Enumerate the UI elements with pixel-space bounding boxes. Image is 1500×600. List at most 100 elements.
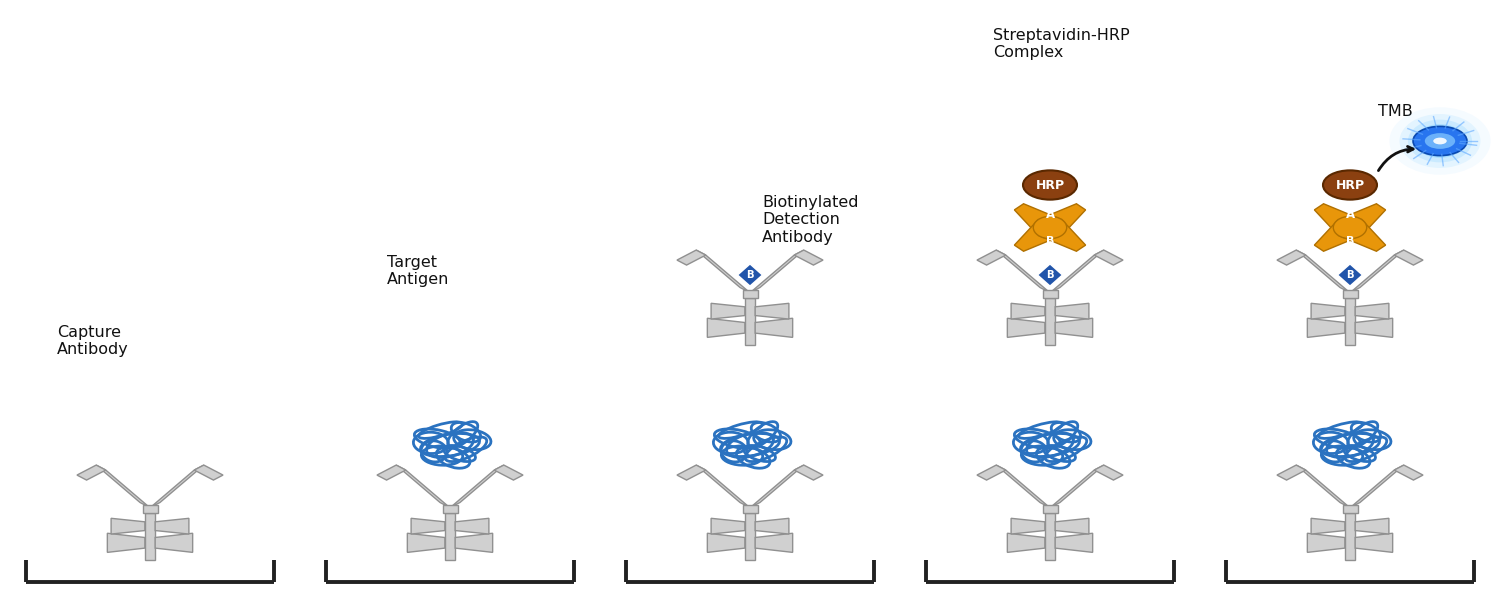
Polygon shape bbox=[450, 465, 504, 508]
Polygon shape bbox=[454, 533, 492, 553]
Text: Target
Antigen: Target Antigen bbox=[387, 255, 450, 287]
Text: B: B bbox=[1347, 270, 1353, 280]
Polygon shape bbox=[754, 533, 792, 553]
Polygon shape bbox=[1050, 250, 1104, 293]
Polygon shape bbox=[708, 318, 746, 337]
Polygon shape bbox=[494, 465, 524, 480]
Polygon shape bbox=[1276, 465, 1306, 480]
Polygon shape bbox=[1014, 220, 1062, 251]
Polygon shape bbox=[996, 465, 1050, 508]
Polygon shape bbox=[1046, 298, 1054, 345]
Polygon shape bbox=[696, 465, 750, 508]
Polygon shape bbox=[1346, 298, 1354, 345]
Polygon shape bbox=[76, 465, 106, 480]
Polygon shape bbox=[754, 518, 789, 534]
Polygon shape bbox=[1011, 518, 1046, 534]
Polygon shape bbox=[1346, 512, 1354, 560]
Polygon shape bbox=[1338, 220, 1386, 251]
Polygon shape bbox=[1308, 533, 1346, 553]
Polygon shape bbox=[408, 533, 446, 553]
Text: Biotinylated
Detection
Antibody: Biotinylated Detection Antibody bbox=[762, 195, 858, 245]
Text: B: B bbox=[1346, 236, 1354, 246]
Polygon shape bbox=[742, 505, 758, 512]
Polygon shape bbox=[1354, 304, 1389, 319]
Ellipse shape bbox=[1323, 170, 1377, 200]
Polygon shape bbox=[376, 465, 406, 480]
Polygon shape bbox=[1054, 318, 1092, 337]
Ellipse shape bbox=[1425, 133, 1455, 149]
Polygon shape bbox=[411, 518, 446, 534]
Text: B: B bbox=[1047, 270, 1053, 280]
Polygon shape bbox=[1350, 250, 1404, 293]
Polygon shape bbox=[1342, 290, 1358, 298]
Polygon shape bbox=[1314, 220, 1362, 251]
Polygon shape bbox=[750, 465, 804, 508]
Polygon shape bbox=[1311, 518, 1346, 534]
Polygon shape bbox=[1054, 518, 1089, 534]
Polygon shape bbox=[711, 304, 746, 319]
Polygon shape bbox=[976, 465, 1006, 480]
Text: A: A bbox=[1046, 208, 1054, 221]
Polygon shape bbox=[1094, 250, 1124, 265]
Polygon shape bbox=[1046, 512, 1054, 560]
Text: B: B bbox=[747, 270, 753, 280]
Polygon shape bbox=[1296, 250, 1350, 293]
Polygon shape bbox=[742, 290, 758, 298]
Polygon shape bbox=[154, 518, 189, 534]
Polygon shape bbox=[146, 512, 154, 560]
Circle shape bbox=[1400, 114, 1480, 168]
Polygon shape bbox=[1354, 533, 1392, 553]
Text: A: A bbox=[1346, 208, 1354, 221]
Text: TMB: TMB bbox=[1377, 104, 1413, 119]
Polygon shape bbox=[1008, 318, 1046, 337]
Polygon shape bbox=[1038, 204, 1086, 235]
Polygon shape bbox=[738, 264, 762, 286]
Polygon shape bbox=[1054, 304, 1089, 319]
Polygon shape bbox=[1308, 318, 1346, 337]
Polygon shape bbox=[750, 250, 804, 293]
Text: Streptavidin-HRP
Complex: Streptavidin-HRP Complex bbox=[993, 28, 1130, 61]
Polygon shape bbox=[1014, 204, 1062, 235]
Polygon shape bbox=[1354, 318, 1392, 337]
Circle shape bbox=[1334, 217, 1366, 239]
Text: HRP: HRP bbox=[1335, 179, 1365, 191]
Polygon shape bbox=[1011, 304, 1046, 319]
Polygon shape bbox=[446, 512, 454, 560]
Polygon shape bbox=[142, 505, 158, 512]
Polygon shape bbox=[1354, 518, 1389, 534]
Polygon shape bbox=[1038, 264, 1062, 286]
Polygon shape bbox=[794, 465, 824, 480]
Text: B: B bbox=[1046, 236, 1054, 246]
Polygon shape bbox=[1276, 250, 1306, 265]
Polygon shape bbox=[708, 533, 746, 553]
Polygon shape bbox=[746, 298, 754, 345]
Ellipse shape bbox=[1434, 137, 1446, 145]
Polygon shape bbox=[696, 250, 750, 293]
Ellipse shape bbox=[1413, 127, 1467, 155]
Polygon shape bbox=[454, 518, 489, 534]
Polygon shape bbox=[1314, 204, 1362, 235]
Polygon shape bbox=[1342, 505, 1358, 512]
Polygon shape bbox=[976, 250, 1006, 265]
Polygon shape bbox=[1338, 204, 1386, 235]
Polygon shape bbox=[1008, 533, 1046, 553]
Polygon shape bbox=[1042, 290, 1058, 298]
Polygon shape bbox=[150, 465, 204, 508]
Polygon shape bbox=[794, 250, 824, 265]
Polygon shape bbox=[996, 250, 1050, 293]
Polygon shape bbox=[1054, 533, 1092, 553]
Polygon shape bbox=[1311, 304, 1346, 319]
Polygon shape bbox=[1296, 465, 1350, 508]
Circle shape bbox=[1389, 107, 1491, 175]
Polygon shape bbox=[1042, 505, 1058, 512]
Polygon shape bbox=[676, 250, 706, 265]
Polygon shape bbox=[1050, 465, 1104, 508]
Circle shape bbox=[1408, 119, 1472, 163]
Circle shape bbox=[1414, 124, 1466, 158]
Polygon shape bbox=[746, 512, 754, 560]
Polygon shape bbox=[396, 465, 450, 508]
Polygon shape bbox=[194, 465, 224, 480]
Ellipse shape bbox=[1023, 170, 1077, 200]
Polygon shape bbox=[1394, 465, 1423, 480]
Polygon shape bbox=[1038, 220, 1086, 251]
